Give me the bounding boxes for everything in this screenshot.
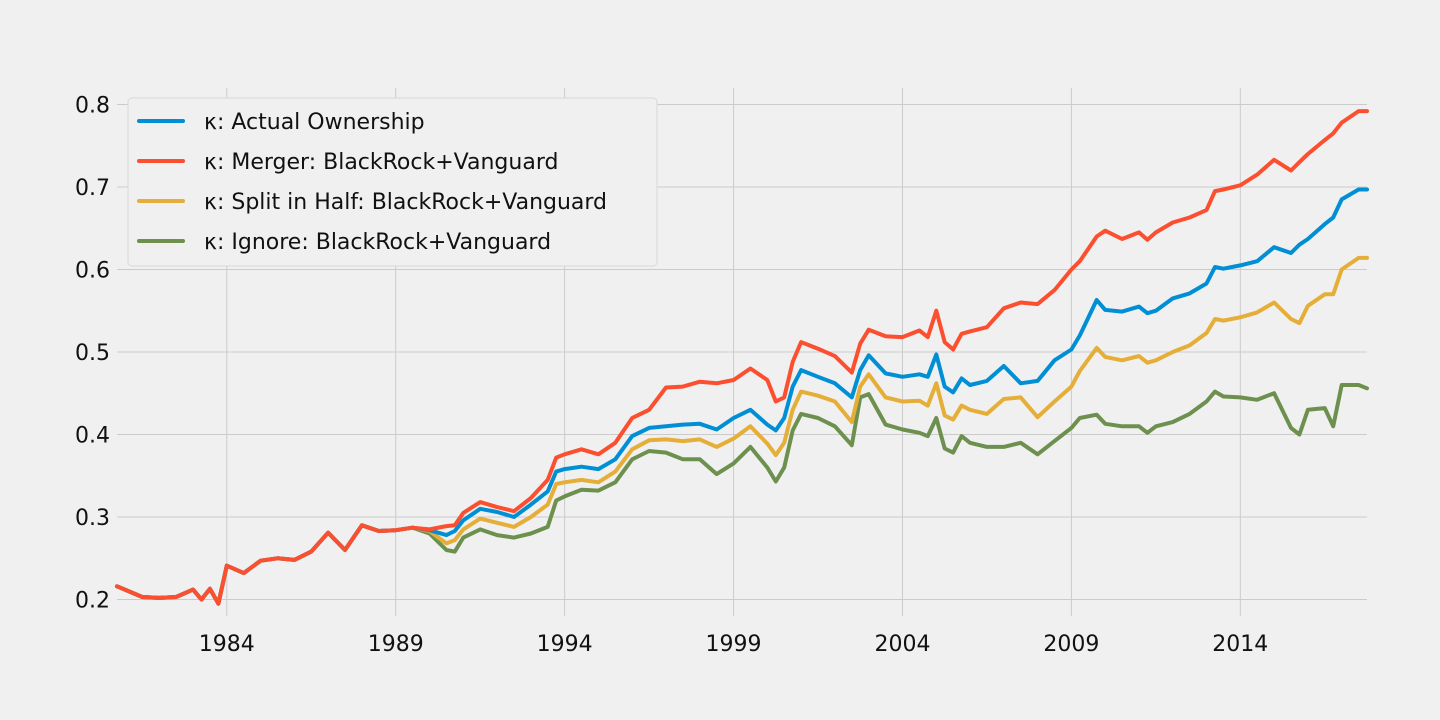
legend-label: κ: Split in Half: BlackRock+Vanguard [204, 190, 607, 215]
y-tick-label: 0.2 [75, 589, 110, 614]
legend-label: κ: Merger: BlackRock+Vanguard [204, 150, 558, 175]
series-line-1 [115, 109, 1369, 606]
legend-box [127, 97, 658, 267]
legend-label: κ: Ignore: BlackRock+Vanguard [204, 230, 551, 255]
legend-label: κ: Actual Ownership [204, 110, 425, 135]
y-tick-label: 0.5 [75, 341, 110, 366]
x-tick-label: 1989 [368, 632, 424, 657]
y-tick-label: 0.8 [75, 94, 110, 119]
x-tick-label: 1999 [706, 632, 762, 657]
x-tick-label: 1994 [537, 632, 593, 657]
x-tick-label: 2014 [1212, 632, 1268, 657]
series-lines [115, 109, 1369, 606]
y-tick-label: 0.6 [75, 259, 110, 284]
x-tick-label: 1984 [199, 632, 255, 657]
y-tick-label: 0.7 [75, 176, 110, 201]
x-tick-label: 2004 [874, 632, 930, 657]
x-tick-label: 2009 [1043, 632, 1099, 657]
legend: κ: Actual Ownership κ: Merger: BlackRock+… [127, 97, 658, 267]
x-axis-ticks: 1984 1989 1994 1999 2004 2009 2014 [199, 632, 1269, 657]
y-axis-ticks: 0.2 0.3 0.4 0.5 0.6 0.7 0.8 [75, 94, 110, 614]
y-tick-label: 0.4 [75, 424, 110, 449]
y-tick-label: 0.3 [75, 506, 110, 531]
